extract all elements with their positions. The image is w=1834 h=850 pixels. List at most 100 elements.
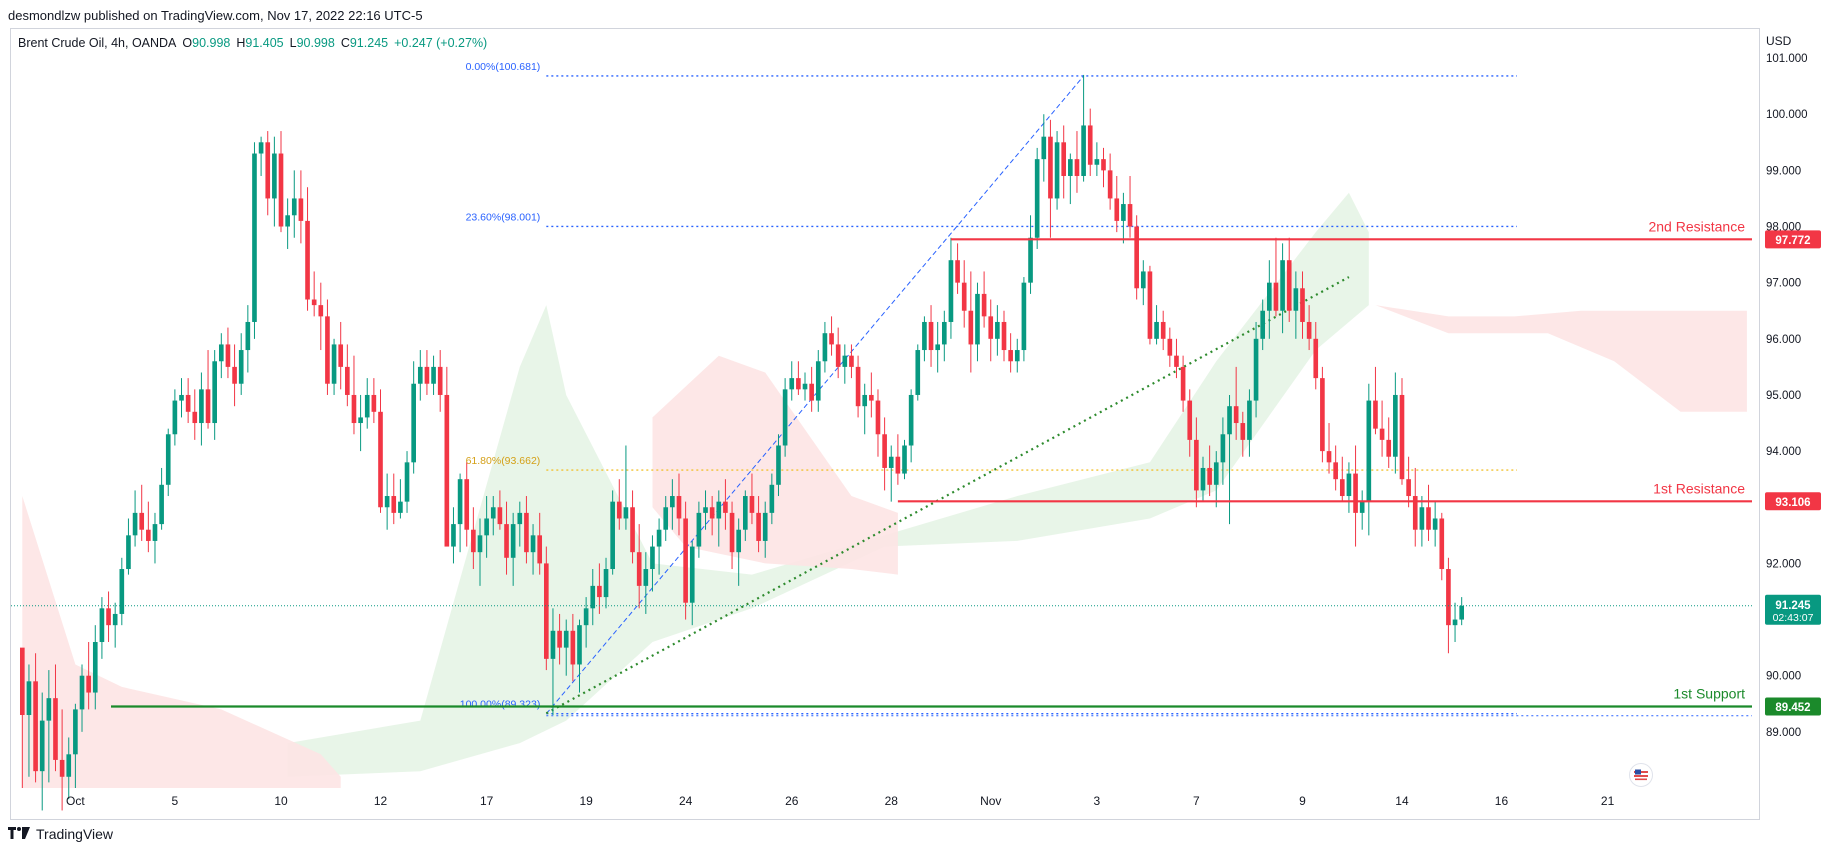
candle-body: [563, 630, 569, 648]
candle-body: [762, 512, 768, 541]
candle-body: [776, 445, 781, 485]
y-tick-label: 101.000: [1766, 53, 1808, 65]
candle-body: [550, 630, 556, 659]
currency-label: USD: [1766, 34, 1792, 48]
candle-body: [1041, 136, 1047, 160]
candle-body: [139, 512, 145, 530]
candle-body: [557, 630, 562, 648]
candle-body: [165, 434, 171, 485]
candle-body: [212, 361, 217, 424]
footer: TradingView: [8, 826, 113, 842]
candle-body: [258, 142, 264, 154]
candle-body: [597, 585, 602, 598]
candle-body: [842, 355, 848, 367]
candle-body: [33, 681, 38, 772]
candle-body: [1054, 142, 1060, 199]
candle-body: [278, 153, 284, 227]
symbol-legend[interactable]: Brent Crude Oil, 4h, OANDA O90.998 H91.4…: [18, 36, 487, 50]
candle-body: [172, 400, 178, 435]
candle-body: [199, 389, 204, 424]
candle-body: [1174, 355, 1179, 367]
candle-body: [66, 754, 72, 777]
candle-body: [1280, 260, 1285, 311]
candle-body: [252, 153, 257, 322]
candle-body: [941, 321, 947, 345]
us-flag-icon[interactable]: [1629, 763, 1653, 787]
candle-body: [902, 445, 907, 474]
candle-body: [975, 293, 980, 345]
candle-body: [358, 417, 363, 424]
candle-body: [696, 512, 702, 547]
support-price-tag: [1765, 697, 1821, 716]
candle-body: [643, 569, 649, 586]
candle-body: [928, 321, 934, 351]
fib-level-label: 23.60%(98.001): [466, 211, 541, 223]
candle-body: [26, 681, 32, 716]
candle-body: [869, 394, 874, 401]
candle-body: [1034, 159, 1040, 238]
countdown-timer: 02:43:07: [1773, 612, 1814, 624]
candle-body: [73, 709, 78, 755]
candle-body: [384, 496, 390, 508]
candle-body: [238, 350, 244, 384]
y-tick-label: 95.000: [1766, 390, 1801, 402]
x-tick-label: 16: [1495, 794, 1509, 808]
candle-body: [1386, 439, 1392, 457]
candle-body: [371, 394, 377, 412]
candle-body: [756, 512, 761, 541]
x-tick-label: 21: [1601, 794, 1615, 808]
candle-body: [232, 366, 237, 384]
ichimoku-cloud-bearish: [1375, 305, 1747, 412]
candle-body: [1359, 501, 1365, 513]
candle-body: [119, 569, 125, 614]
symbol-name[interactable]: Brent Crude Oil, 4h, OANDA: [18, 36, 177, 50]
candle-body: [1366, 400, 1372, 502]
candle-body: [404, 462, 410, 502]
x-tick-label: 26: [785, 794, 799, 808]
change-value: +0.247 (+0.27%): [394, 36, 488, 50]
candle-body: [636, 552, 642, 586]
resistance-label: 1st Resistance: [1653, 480, 1745, 496]
support-price-value: 89.452: [1775, 702, 1810, 714]
low-label: L: [289, 36, 297, 50]
candle-body: [1240, 423, 1246, 440]
brand-name[interactable]: TradingView: [36, 826, 114, 842]
candle-body: [1452, 619, 1458, 626]
candle-body: [1154, 321, 1159, 339]
candle-body: [1247, 400, 1252, 440]
x-tick-label: 14: [1395, 794, 1409, 808]
high-value: 91.405: [245, 36, 284, 50]
candle-body: [1260, 310, 1266, 339]
candle-body: [126, 535, 131, 570]
candle-body: [623, 507, 629, 519]
candle-body: [431, 366, 436, 384]
candle-body: [1426, 507, 1431, 530]
candle-body: [464, 479, 470, 530]
candle-body: [305, 220, 310, 300]
chart-frame[interactable]: [10, 28, 1760, 820]
candle-body: [378, 411, 383, 508]
candle-body: [1028, 237, 1033, 283]
candle-body: [524, 512, 529, 553]
y-tick-label: 89.000: [1766, 727, 1801, 739]
candle-body: [603, 569, 609, 598]
candle-body: [1008, 350, 1013, 362]
candle-body: [749, 496, 755, 513]
resistance-price-tag: [1765, 230, 1821, 249]
candle-body: [1207, 467, 1212, 485]
candle-body: [1061, 142, 1067, 176]
tradingview-logo-icon[interactable]: [8, 826, 30, 842]
resistance-label: 2nd Resistance: [1648, 218, 1745, 234]
candle-body: [325, 316, 330, 384]
candle-body: [888, 456, 894, 468]
candle-body: [709, 507, 715, 519]
candle-body: [272, 153, 277, 199]
candle-body: [769, 484, 775, 513]
candle-body: [86, 675, 91, 693]
candle-body: [1114, 198, 1120, 221]
candle-body: [544, 563, 549, 659]
candle-body: [1134, 226, 1139, 289]
candle-body: [1273, 282, 1279, 311]
x-tick-label: 10: [274, 794, 288, 808]
